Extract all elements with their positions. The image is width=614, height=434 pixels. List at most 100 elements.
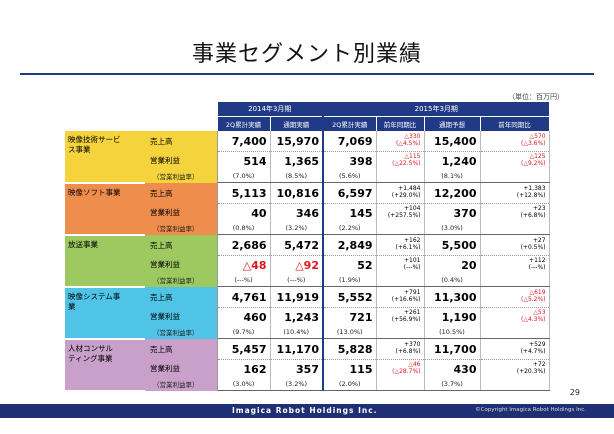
op-2q-yoy-line: +101 — [404, 257, 421, 265]
rate-2q-yoy — [376, 378, 425, 391]
sales-fy-yoy: △570 (△3.6%) — [480, 131, 550, 152]
segment-name-line: ス事業 — [68, 145, 91, 155]
table-row: （営業利益率） (9.7%) (10.4%) (13.0%) (10.5%) — [65, 326, 550, 339]
table-row: 営業利益 △48 △92 52 +101 (---%) 20 +112 (---%) — [65, 255, 550, 274]
sales-fy-forecast: 11,300 — [424, 286, 481, 308]
op-fy-yoy-line: +72 — [532, 361, 546, 369]
op-fy-forecast: 1,240 — [424, 151, 481, 170]
sales-2q-yoy-line: +1,484 — [398, 185, 421, 193]
rate-2q-2015: (5.6%) — [322, 170, 377, 183]
sales-2q-yoy: +791 (+16.6%) — [376, 286, 425, 308]
col-header-fy-forecast: 通期予想 — [424, 116, 481, 131]
rate-2q-2014: (---%) — [217, 274, 271, 287]
rate-2q-2014: (3.0%) — [217, 378, 271, 391]
table-row: 営業利益 460 1,243 721 +261 (+56.9%) 1,190 △53 (△4.3… — [65, 307, 550, 326]
row-label-rate: （営業利益率） — [145, 170, 218, 183]
table-row: 映像技術サービ ス事業 売上高 7,400 15,970 7,069 △330 (△4.5%)… — [65, 131, 550, 184]
op-2q-yoy-line: (+257.5%) — [387, 212, 421, 219]
sales-2q-2015: 6,597 — [322, 182, 377, 204]
segment-name-line: 放送事業 — [68, 239, 98, 249]
sales-fy-yoy-line: △619 — [529, 289, 546, 297]
row-label-rate: （営業利益率） — [145, 274, 218, 287]
op-fy-2014: 346 — [270, 203, 324, 222]
sales-2q-yoy-line: +370 — [404, 341, 421, 349]
op-fy-yoy-line: △125 — [529, 153, 546, 161]
table-row: 映像システム事業売上高 4,761 11,919 5,552 +791 (+16.6%) 1… — [65, 286, 550, 340]
rate-fy-2014: (---%) — [270, 274, 324, 287]
op-2q-2014: 514 — [217, 151, 271, 170]
op-fy-yoy-line: +112 — [529, 257, 546, 265]
rate-fy-yoy — [480, 326, 550, 339]
sales-fy-yoy-line: △570 — [529, 133, 546, 141]
segment-name-cell: 映像システム事業 — [65, 286, 145, 340]
segment-name-cell: 映像ソフト事業 — [65, 182, 145, 236]
row-label-sales: 売上高 — [145, 286, 218, 308]
sales-fy-yoy: +529 (+4.7%) — [480, 338, 550, 360]
sales-fy-yoy-line: +529 — [529, 341, 546, 349]
row-label-sales: 売上高 — [145, 234, 218, 256]
row-label-rate: （営業利益率） — [145, 326, 218, 339]
op-fy-forecast: 1,190 — [424, 307, 481, 326]
rate-fy-2014: (10.4%) — [270, 326, 324, 339]
op-2q-yoy-line: +261 — [404, 309, 421, 317]
table-row: 営業利益 40 346 145 +104 (+257.5%) 370 +23 (+6.8%) — [65, 203, 550, 222]
op-fy-yoy-line: △53 — [533, 309, 546, 317]
op-fy-yoy-line: (+20.3%) — [516, 368, 546, 375]
op-fy-2014: △92 — [270, 255, 324, 274]
rate-fy-yoy — [480, 170, 550, 183]
op-fy-yoy-line: (△4.3%) — [520, 316, 546, 323]
sales-fy-2014: 10,816 — [270, 182, 324, 204]
op-2q-2014: △48 — [217, 255, 271, 274]
segment-name-line: 映像技術サービ — [68, 135, 121, 144]
op-fy-yoy: +23 (+6.8%) — [480, 203, 550, 222]
sales-fy-yoy-line: (△5.2%) — [520, 296, 546, 303]
op-2q-yoy-line: △115 — [404, 153, 421, 161]
segment-name-line: 映像システム事 — [68, 291, 121, 301]
page-number: 29 — [569, 388, 580, 397]
op-2q-2015: 721 — [322, 307, 377, 326]
rate-2q-yoy — [376, 222, 425, 235]
sales-2q-yoy-line: (+6.1%) — [395, 244, 421, 251]
sales-fy-forecast: 12,200 — [424, 182, 481, 204]
sales-fy-yoy-line: (+12.8%) — [516, 192, 546, 199]
sales-fy-yoy: △619 (△5.2%) — [480, 286, 550, 308]
row-label-sales: 売上高 — [145, 131, 218, 152]
op-2q-yoy: +261 (+56.9%) — [376, 307, 425, 326]
sales-fy-yoy-line: +1,383 — [523, 185, 546, 193]
segment-name-line: ティング事業 — [68, 353, 113, 363]
op-2q-2014: 162 — [217, 359, 271, 378]
sales-2q-yoy-line: (+16.6%) — [391, 296, 421, 303]
rate-fy-forecast: (8.1%) — [424, 170, 481, 183]
rate-2q-2015: (2.0%) — [322, 378, 377, 391]
col-header-2q-2015: 2Q累計実績 — [322, 116, 377, 131]
op-2q-2015: 115 — [322, 359, 377, 378]
op-fy-2014: 357 — [270, 359, 324, 378]
op-2q-2014: 40 — [217, 203, 271, 222]
row-label-rate: （営業利益率） — [145, 378, 218, 391]
sales-fy-forecast: 15,400 — [424, 131, 481, 152]
sales-2q-2015: 7,069 — [322, 131, 377, 152]
header-corner — [65, 102, 218, 117]
sales-2q-yoy: △330 (△4.5%) — [376, 131, 425, 152]
rate-fy-2014: (3.2%) — [270, 222, 324, 235]
segment-name-cell: 人材コンサル ティング事業 — [65, 338, 145, 392]
op-2q-yoy-line: (+56.9%) — [391, 316, 421, 323]
rate-2q-2014: (9.7%) — [217, 326, 271, 339]
rate-fy-forecast: (10.5%) — [424, 326, 481, 339]
rate-fy-forecast: (3.0%) — [424, 222, 481, 235]
op-2q-yoy: △46 (△28.7%) — [376, 359, 425, 378]
op-fy-forecast: 20 — [424, 255, 481, 274]
sales-fy-2014: 11,919 — [270, 286, 324, 308]
rate-fy-yoy — [480, 274, 550, 287]
op-fy-2014: 1,365 — [270, 151, 324, 170]
sales-2q-yoy-line: (+6.8%) — [395, 348, 421, 355]
segment-name-line: 業 — [68, 301, 76, 311]
header-corner — [65, 116, 218, 131]
row-label-sales: 売上高 — [145, 182, 218, 204]
sales-2q-yoy-line: (△4.5%) — [395, 140, 421, 147]
sales-2q-yoy-line: (+29.0%) — [391, 192, 421, 199]
op-2q-2014: 460 — [217, 307, 271, 326]
sales-2q-2015: 5,552 — [322, 286, 377, 308]
col-header-fy-yoy: 前年同期比 — [480, 116, 550, 131]
sales-2q-yoy: +1,484 (+29.0%) — [376, 182, 425, 204]
